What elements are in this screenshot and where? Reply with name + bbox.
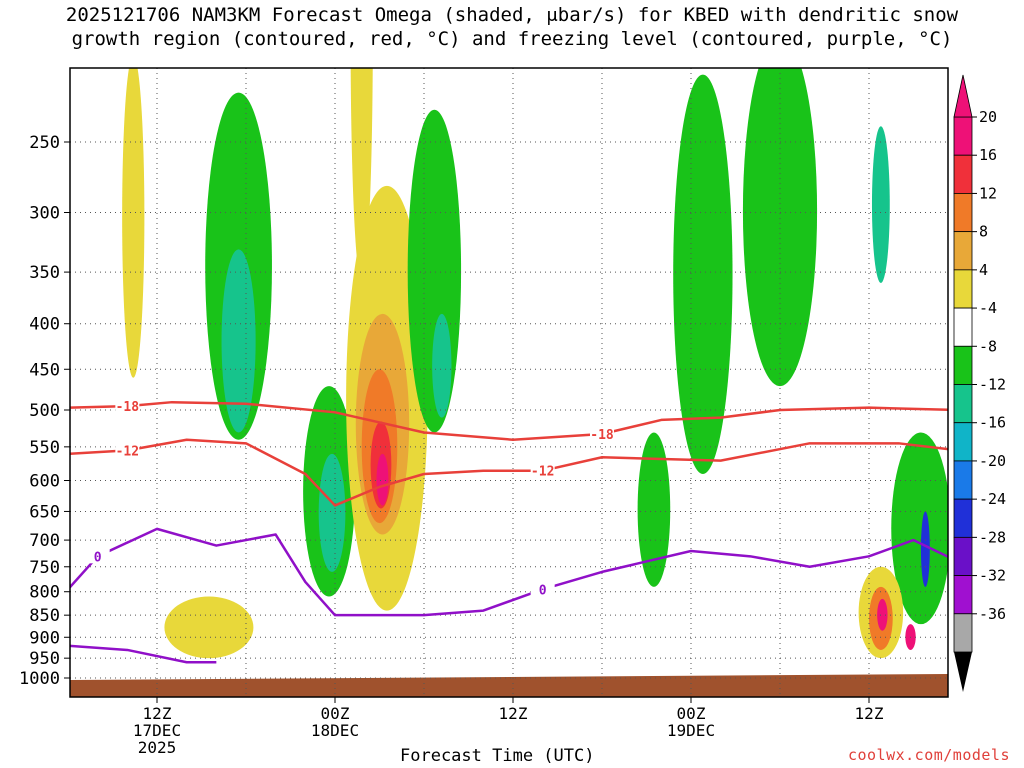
omega-region-blue-late	[920, 511, 930, 587]
x-tick-label-24-1: 18DEC	[311, 721, 359, 740]
colorbar-swatch-12	[953, 575, 973, 615]
contour-line-1	[70, 438, 948, 507]
colorbar-label-12: -32	[979, 567, 1006, 585]
colorbar-label-7: -12	[979, 376, 1006, 394]
y-tick-label-250: 250	[29, 133, 60, 153]
colorbar-top-arrow	[953, 74, 973, 118]
y-tick-label-750: 750	[29, 558, 60, 578]
y-tick-label-700: 700	[29, 531, 60, 551]
colorbar-swatch-6	[953, 345, 973, 385]
contour-label-2-0: 0	[94, 550, 102, 565]
contour-line-0	[70, 400, 948, 442]
chart-title-line-2: growth region (contoured, red, °C) and f…	[71, 28, 953, 50]
colorbar-swatch-4	[953, 269, 973, 309]
omega-region-teal-early	[221, 249, 256, 433]
x-tick-label-48-0: 00Z	[677, 704, 706, 723]
y-tick-label-450: 450	[29, 360, 60, 380]
y-tick-label-350: 350	[29, 263, 60, 283]
colorbar-label-8: -16	[979, 414, 1006, 432]
omega-region-teal-late	[871, 126, 890, 283]
colorbar-label-10: -24	[979, 490, 1006, 508]
x-tick-label-36-0: 12Z	[499, 704, 528, 723]
colorbar-swatch-5	[953, 307, 973, 347]
colorbar-label-6: -8	[979, 337, 997, 355]
y-tick-label-400: 400	[29, 315, 60, 335]
contour-label-bg	[115, 398, 140, 414]
x-tick-label-60-0: 12Z	[855, 704, 884, 723]
colorbar-label-1: 16	[979, 146, 997, 164]
omega-region-yellow-upper-tower	[350, 68, 373, 283]
x-tick-label-24-0: 00Z	[321, 704, 350, 723]
colorbar-swatch-8	[953, 422, 973, 462]
x-tick-label-12-1: 17DEC	[133, 721, 181, 740]
contour-label-bg	[530, 462, 555, 478]
contour-label-bg	[115, 442, 140, 458]
chart-title-line-1: 2025121706 NAM3KM Forecast Omega (shaded…	[65, 4, 959, 26]
contour-label-0-0: -18	[116, 400, 140, 415]
y-tick-label-600: 600	[29, 471, 60, 491]
omega-region-teal-mid-18dec	[318, 453, 346, 572]
plot-frame	[69, 67, 949, 698]
omega-region-green-19dec-low	[637, 432, 671, 587]
y-tick-label-850: 850	[29, 606, 60, 626]
omega-region-green-19dec	[673, 74, 733, 474]
colorbar-label-13: -36	[979, 605, 1006, 623]
y-tick-label-550: 550	[29, 438, 60, 458]
omega-region-yellow-early-upper	[122, 68, 145, 378]
colorbar-label-2: 12	[979, 184, 997, 202]
omega-region-teal-upper-mid	[432, 313, 452, 418]
colorbar-swatch-11	[953, 536, 973, 576]
x-tick-label-12-2: 2025	[138, 738, 177, 757]
y-tick-label-1000: 1000	[19, 669, 60, 689]
omega-region-magenta-late-low	[877, 598, 888, 631]
x-axis-label: Forecast Time (UTC)	[400, 746, 595, 766]
colorbar-swatch-0	[953, 116, 973, 156]
contour-label-2-1: 0	[539, 583, 547, 598]
omega-region-yellow-low-early	[164, 596, 254, 659]
contour-label-0-1: -18	[590, 428, 614, 443]
contour-label-bg	[590, 425, 614, 441]
colorbar-swatch-2	[953, 193, 973, 233]
colorbar-label-9: -20	[979, 452, 1006, 470]
colorbar-swatch-1	[953, 154, 973, 194]
contour-label-1-1: -12	[531, 465, 554, 480]
colorbar-swatch-10	[953, 498, 973, 538]
colorbar-swatch-13	[953, 613, 973, 653]
contour-line-3	[70, 644, 217, 664]
contour-label-1-0: -12	[116, 444, 139, 459]
contour-label-bg	[85, 548, 110, 564]
contour-line-2	[70, 527, 948, 617]
colorbar-swatch-3	[953, 231, 973, 271]
terrain-surface	[70, 674, 948, 697]
colorbar-swatch-9	[953, 460, 973, 500]
y-tick-label-900: 900	[29, 628, 60, 648]
x-tick-label-48-1: 19DEC	[667, 721, 715, 740]
colorbar-label-4: 4	[979, 261, 988, 279]
x-tick-label-12-0: 12Z	[143, 704, 172, 723]
omega-region-magenta-main	[376, 453, 389, 506]
site-credit: coolwx.com/models	[847, 746, 1010, 764]
y-tick-label-500: 500	[29, 401, 60, 421]
y-tick-label-300: 300	[29, 203, 60, 223]
colorbar-bottom-arrow	[954, 652, 972, 692]
y-tick-label-950: 950	[29, 649, 60, 669]
y-tick-label-800: 800	[29, 583, 60, 603]
omega-region-green-late	[742, 68, 818, 387]
y-tick-label-650: 650	[29, 502, 60, 522]
colorbar-label-5: -4	[979, 299, 997, 317]
colorbar-swatch-7	[953, 384, 973, 424]
colorbar-label-3: 8	[979, 223, 988, 241]
colorbar-label-11: -28	[979, 528, 1006, 546]
colorbar-label-0: 20	[979, 108, 997, 126]
contour-label-bg	[530, 581, 555, 597]
